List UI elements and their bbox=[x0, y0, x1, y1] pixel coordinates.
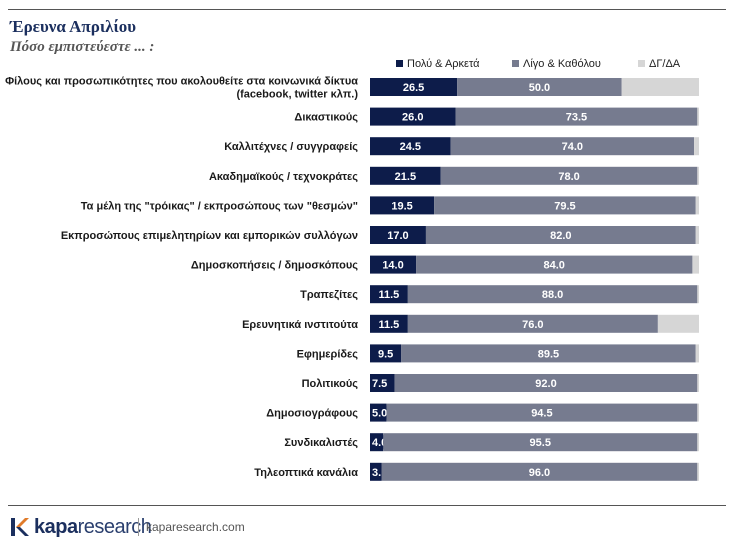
category-label: Τα μέλη της "τρόικας" / εκπροσώπους των … bbox=[81, 200, 358, 212]
bar-segment-2 bbox=[394, 374, 698, 392]
bar-segment-3 bbox=[692, 255, 699, 274]
bar-segment-2 bbox=[381, 462, 698, 481]
data-label: 7.5 bbox=[372, 378, 387, 390]
bar-segment-3 bbox=[697, 462, 700, 481]
data-label: 84.0 bbox=[544, 260, 565, 272]
legend-label-2: Λίγο & Καθόλου bbox=[523, 58, 601, 70]
bar-segment-1 bbox=[370, 226, 426, 244]
bar-segment-2 bbox=[425, 226, 696, 244]
top-rule bbox=[8, 9, 726, 10]
bottom-rule bbox=[8, 505, 726, 506]
category-label: Καλλιτέχνες / συγγραφείς bbox=[224, 141, 358, 153]
data-label: 76.0 bbox=[522, 319, 543, 331]
bar-segment-1 bbox=[370, 196, 435, 215]
bar-segment-1 bbox=[370, 107, 456, 126]
bar-segment-2 bbox=[440, 166, 698, 185]
brand-bold: kapa bbox=[34, 516, 78, 538]
bar-segment-2 bbox=[455, 107, 698, 126]
data-label: 79.5 bbox=[554, 200, 575, 212]
category-label: Τραπεζίτες bbox=[300, 289, 358, 301]
bar-segment-3 bbox=[695, 226, 699, 244]
stacked-bar-chart: Φίλους και προσωπικότητες που ακολουθείτ… bbox=[5, 76, 700, 481]
data-label: 82.0 bbox=[550, 230, 571, 242]
data-label: 11.5 bbox=[379, 289, 400, 301]
category-label: Πολιτικούς bbox=[302, 378, 359, 390]
category-label: Δημοσκοπήσεις / δημοσκόπους bbox=[191, 260, 358, 272]
data-label: 73.5 bbox=[566, 112, 587, 124]
bar-segment-1 bbox=[370, 255, 417, 274]
data-label: 14.0 bbox=[382, 260, 403, 272]
legend-item-1: Πολύ & Αρκετά bbox=[396, 58, 480, 70]
category-label: Δικαστικούς bbox=[294, 112, 358, 124]
bar-segment-3 bbox=[697, 403, 700, 422]
bar-segment-3 bbox=[694, 137, 700, 156]
data-label: 89.5 bbox=[538, 348, 559, 360]
category-label: Δημοσιογράφους bbox=[266, 408, 358, 420]
bar-segment-1 bbox=[370, 374, 395, 392]
legend-label-1: Πολύ & Αρκετά bbox=[407, 58, 480, 70]
bar-segment-3 bbox=[695, 344, 699, 363]
category-label: Τηλεοπτικά κανάλια bbox=[254, 467, 358, 479]
data-label: 88.0 bbox=[542, 289, 563, 301]
page-subtitle: Πόσο εμπιστεύεστε ... : bbox=[10, 39, 155, 55]
data-label: 17.0 bbox=[387, 230, 408, 242]
data-label: 5.0 bbox=[372, 408, 387, 420]
bar-segment-1 bbox=[370, 285, 408, 304]
data-label: 50.0 bbox=[529, 82, 550, 94]
legend-swatch-3 bbox=[638, 60, 645, 67]
data-label: 11.5 bbox=[379, 319, 400, 331]
bar-segment-1 bbox=[370, 166, 441, 185]
data-label: 26.0 bbox=[402, 112, 423, 124]
bar-segment-3 bbox=[657, 314, 700, 333]
data-label: 19.5 bbox=[391, 200, 412, 212]
category-label: Εκπροσώπους επιμελητηρίων και εμπορικών … bbox=[61, 230, 358, 242]
bar-segment-2 bbox=[383, 433, 698, 452]
bar-segment-1 bbox=[370, 344, 402, 363]
bar-segment-2 bbox=[407, 314, 658, 333]
bar-segment-3 bbox=[697, 433, 700, 452]
legend-item-3: ΔΓ/ΔΑ bbox=[638, 58, 680, 70]
bar-segment-3 bbox=[695, 196, 699, 215]
bar-segment-3 bbox=[697, 166, 700, 185]
legend-label-3: ΔΓ/ΔΑ bbox=[649, 58, 681, 70]
bar-segment-2 bbox=[457, 78, 622, 96]
bar-segment-2 bbox=[416, 255, 693, 274]
data-label: 21.5 bbox=[395, 171, 416, 183]
brand-url: kaparesearch.com bbox=[146, 520, 245, 534]
data-label: 94.5 bbox=[531, 408, 552, 420]
bar-segment-2 bbox=[450, 137, 695, 156]
bar-segment-1 bbox=[370, 78, 458, 96]
bar-segment-2 bbox=[407, 285, 698, 304]
bar-segment-1 bbox=[370, 137, 451, 156]
data-label: 78.0 bbox=[558, 171, 579, 183]
data-label: 96.0 bbox=[529, 467, 550, 479]
legend-item-2: Λίγο & Καθόλου bbox=[512, 58, 601, 70]
data-label: 24.5 bbox=[400, 141, 421, 153]
category-label: Συνδικαλιστές bbox=[284, 437, 358, 449]
bar-segment-2 bbox=[434, 196, 696, 215]
bar-segment-3 bbox=[697, 285, 700, 304]
legend-swatch-1 bbox=[396, 60, 403, 67]
brand-name: kaparesearch bbox=[34, 516, 152, 539]
data-label: 9.5 bbox=[378, 348, 393, 360]
category-label: Ακαδημαϊκούς / τεχνοκράτες bbox=[209, 171, 358, 183]
category-label: Φίλους και προσωπικότητες που ακολουθείτ… bbox=[5, 76, 358, 101]
category-label: Ερευνητικά ινστιτούτα bbox=[242, 319, 358, 331]
page-title: Έρευνα Απριλίου bbox=[10, 17, 137, 36]
data-label: 95.5 bbox=[530, 437, 551, 449]
data-label: 26.5 bbox=[403, 82, 424, 94]
category-label: Εφημερίδες bbox=[297, 348, 359, 360]
bar-segment-2 bbox=[386, 403, 698, 422]
bar-segment-1 bbox=[370, 314, 408, 333]
data-label: 74.0 bbox=[562, 141, 583, 153]
legend-swatch-2 bbox=[512, 60, 519, 67]
bar-segment-3 bbox=[621, 78, 699, 96]
bar-segment-3 bbox=[697, 374, 700, 392]
kapa-logo-icon bbox=[11, 518, 29, 536]
bar-segment-3 bbox=[697, 107, 700, 126]
brand-separator bbox=[138, 518, 139, 536]
brand-light: research bbox=[77, 516, 152, 538]
bar-segment-2 bbox=[401, 344, 696, 363]
data-label: 92.0 bbox=[535, 378, 556, 390]
